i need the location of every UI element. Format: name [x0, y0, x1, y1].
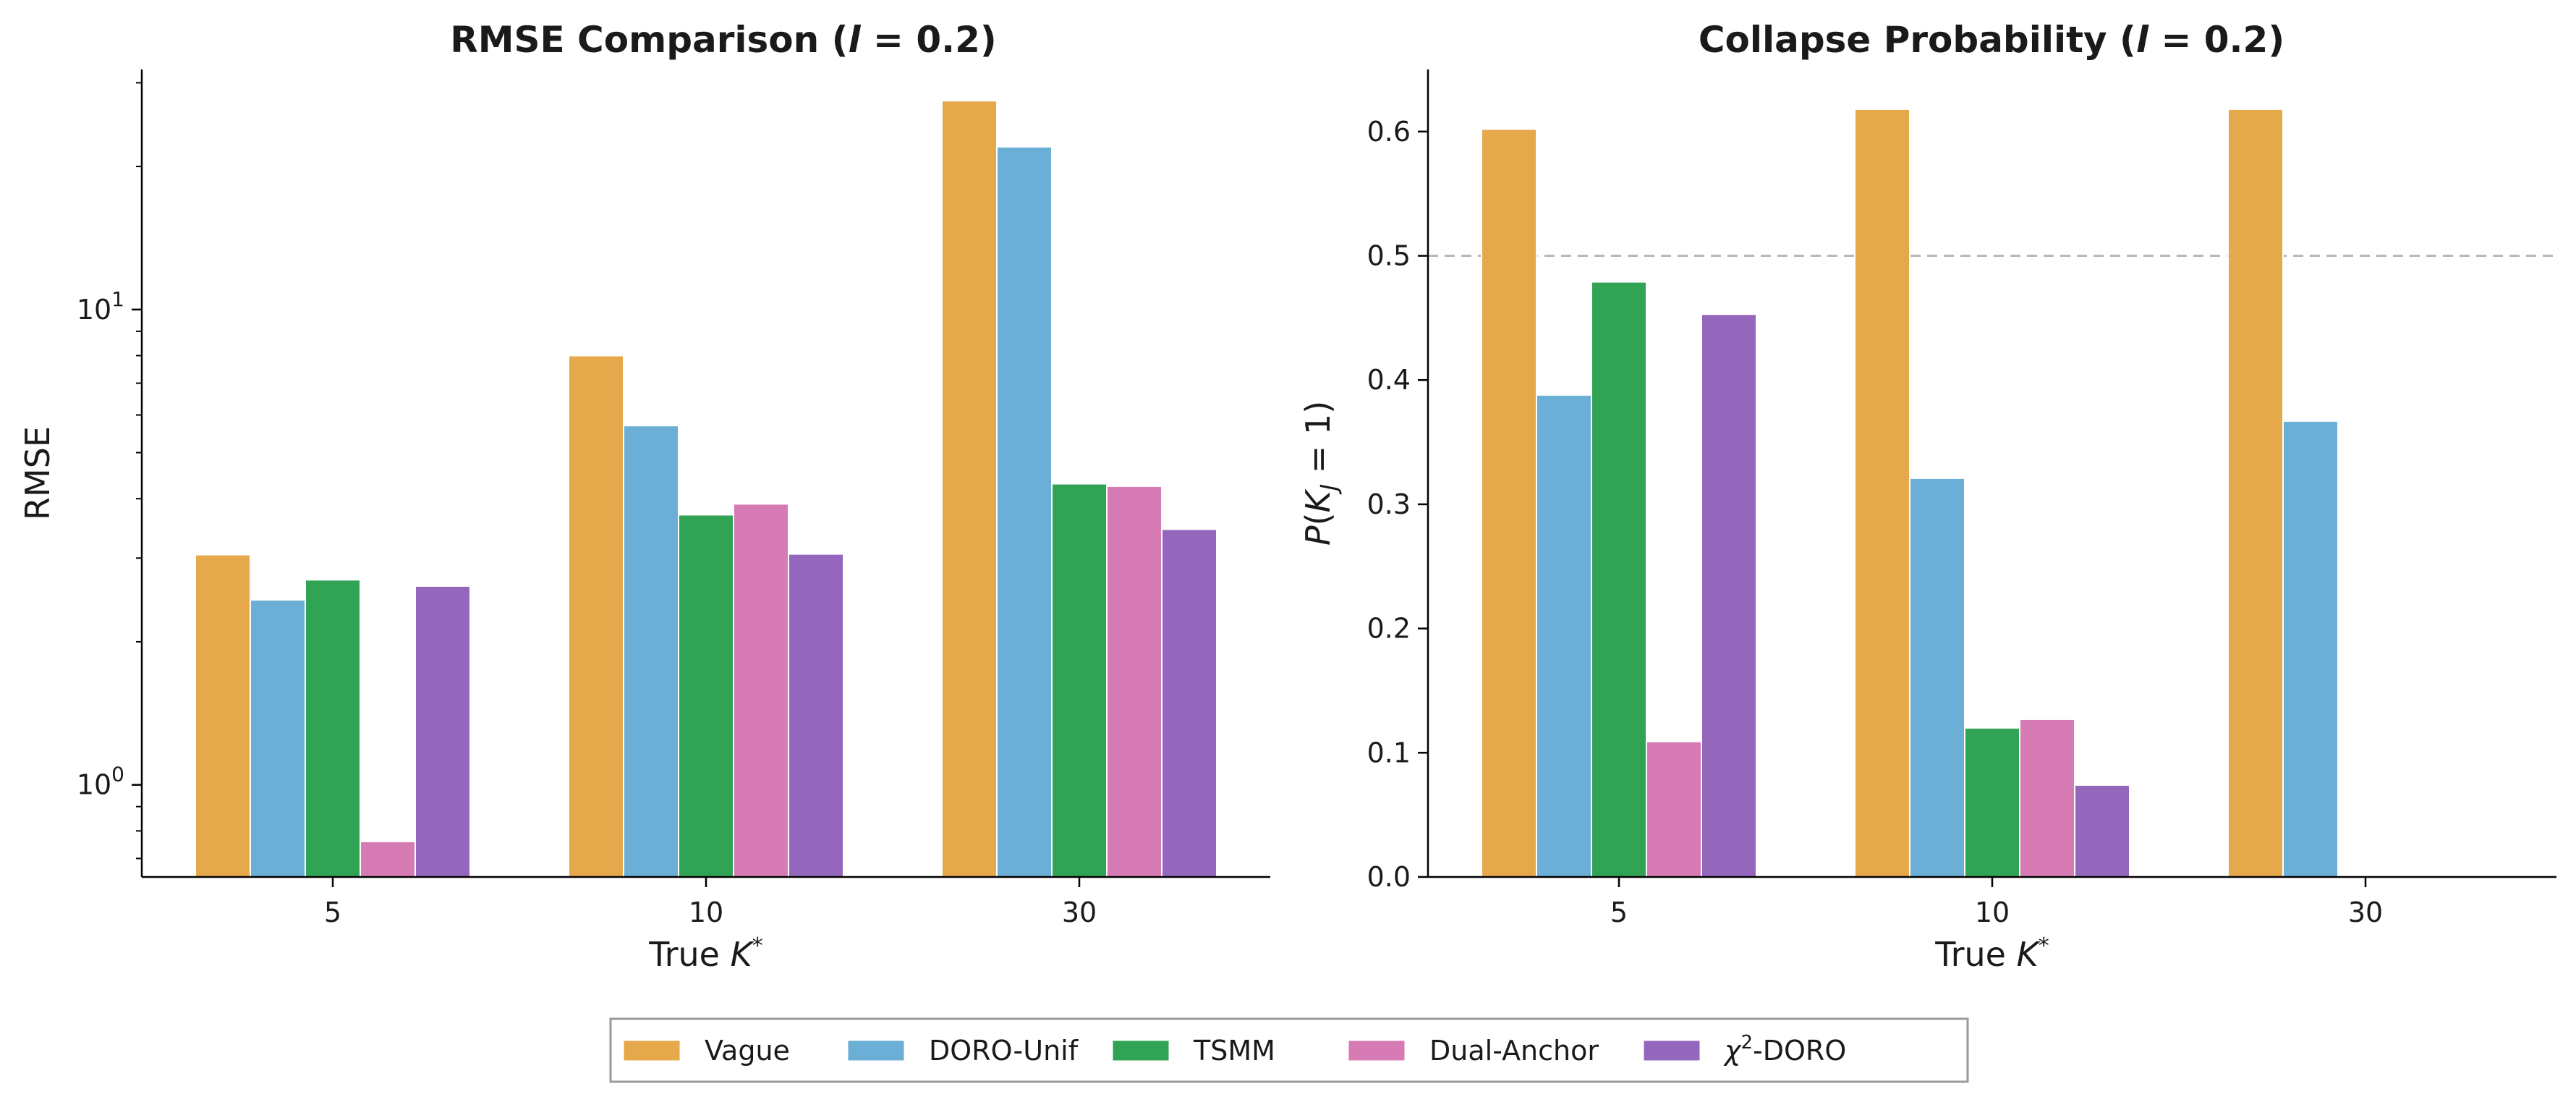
- collapse-bar-dual-anchor-k5: [1646, 740, 1702, 878]
- collapse-x-tick-label-30: 30: [2348, 897, 2383, 928]
- rmse-x-tick-label-30: 30: [1062, 897, 1097, 928]
- collapse-bar-doro-k5: [1701, 313, 1757, 878]
- collapse-bar-tsmm-k5: [1591, 281, 1647, 878]
- rmse-x-ticks: 5 10 30: [324, 877, 1097, 928]
- legend-swatch-dual-anchor: [1348, 1040, 1406, 1061]
- rmse-bar-doro-unif-k10: [623, 425, 679, 878]
- collapse-y-tick-label: 0.1: [1367, 737, 1411, 768]
- collapse-bars: [1481, 108, 2339, 878]
- collapse-bar-tsmm-k10: [1964, 726, 2020, 878]
- rmse-bar-vague-k5: [195, 554, 251, 878]
- legend-label-vague: Vague: [705, 1035, 790, 1067]
- collapse-y-tick-label: 0.5: [1367, 240, 1411, 272]
- collapse-x-axis-label: True K*: [1934, 933, 2049, 974]
- collapse-bar-doro-unif-k5: [1536, 394, 1592, 878]
- collapse-bar-vague-k10: [1854, 108, 1910, 878]
- rmse-bar-doro-k30: [1161, 528, 1217, 878]
- rmse-bars: [195, 100, 1217, 878]
- legend: Vague DORO-Unif TSMM Dual-Anchor χ2-DORO: [609, 1017, 1969, 1083]
- rmse-bar-dual-anchor-k30: [1106, 485, 1162, 878]
- collapse-chart-title: Collapse Probability (l = 0.2): [1699, 19, 2284, 61]
- rmse-bar-doro-unif-k30: [996, 145, 1053, 878]
- collapse-chart: Collapse Probability (l = 0.2) 0.0 0.1 0.2…: [1298, 19, 2556, 974]
- collapse-y-axis-label: P(KJ = 1): [1298, 401, 1343, 546]
- rmse-x-tick-label-5: 5: [324, 897, 341, 928]
- rmse-bar-tsmm-k10: [678, 514, 734, 878]
- rmse-bar-dual-anchor-k10: [733, 503, 789, 878]
- rmse-chart-title: RMSE Comparison (l = 0.2): [450, 19, 997, 61]
- collapse-y-tick-label: 0.2: [1367, 613, 1411, 645]
- collapse-x-tick-label-5: 5: [1610, 897, 1628, 928]
- rmse-x-tick-label-10: 10: [689, 897, 723, 928]
- rmse-y-ticks: 100 101: [77, 82, 142, 860]
- legend-swatch-doro-unif: [847, 1040, 905, 1061]
- rmse-bar-doro-k10: [788, 553, 844, 878]
- legend-swatch-doro: [1643, 1040, 1701, 1061]
- legend-label-doro-unif: DORO-Unif: [929, 1035, 1079, 1067]
- rmse-y-tick-label: 100: [77, 763, 124, 801]
- collapse-y-ticks: 0.0 0.1 0.2 0.3 0.4 0.5 0.6: [1367, 116, 1428, 893]
- collapse-bar-vague-k5: [1481, 128, 1537, 878]
- rmse-y-tick-label: 101: [77, 287, 124, 326]
- collapse-y-tick-label: 0.4: [1367, 364, 1411, 396]
- legend-swatch-tsmm: [1112, 1040, 1170, 1061]
- rmse-y-axis-label: RMSE: [18, 426, 57, 520]
- rmse-bar-vague-k10: [568, 355, 624, 878]
- rmse-bar-vague-k30: [941, 100, 998, 878]
- legend-frame: [609, 1017, 1969, 1083]
- collapse-y-tick-label: 0.3: [1367, 488, 1411, 520]
- legend-label-dual-anchor: Dual-Anchor: [1429, 1035, 1599, 1067]
- collapse-bar-vague-k30: [2227, 108, 2284, 878]
- collapse-x-tick-label-10: 10: [1975, 897, 2010, 928]
- rmse-x-axis-label: True K*: [648, 933, 763, 974]
- rmse-bar-tsmm-k30: [1051, 483, 1108, 878]
- collapse-bar-doro-unif-k10: [1909, 477, 1965, 878]
- legend-swatch-vague: [623, 1040, 681, 1061]
- collapse-bar-doro-k10: [2074, 784, 2130, 878]
- rmse-bar-doro-k5: [415, 585, 471, 878]
- collapse-bar-dual-anchor-k10: [2019, 718, 2075, 878]
- rmse-bar-tsmm-k5: [305, 579, 361, 878]
- collapse-x-ticks: 5 10 30: [1610, 877, 2383, 928]
- rmse-bar-doro-unif-k5: [250, 599, 306, 878]
- collapse-y-tick-label: 0.6: [1367, 116, 1411, 148]
- collapse-bar-doro-unif-k30: [2282, 420, 2339, 878]
- rmse-chart: RMSE Comparison (l = 0.2) 100 101 5 10 30 R…: [18, 19, 1270, 974]
- legend-label-tsmm: TSMM: [1193, 1035, 1275, 1067]
- rmse-bar-dual-anchor-k5: [360, 840, 416, 878]
- collapse-y-tick-label: 0.0: [1367, 861, 1411, 893]
- legend-label-doro: χ2-DORO: [1723, 1032, 1846, 1067]
